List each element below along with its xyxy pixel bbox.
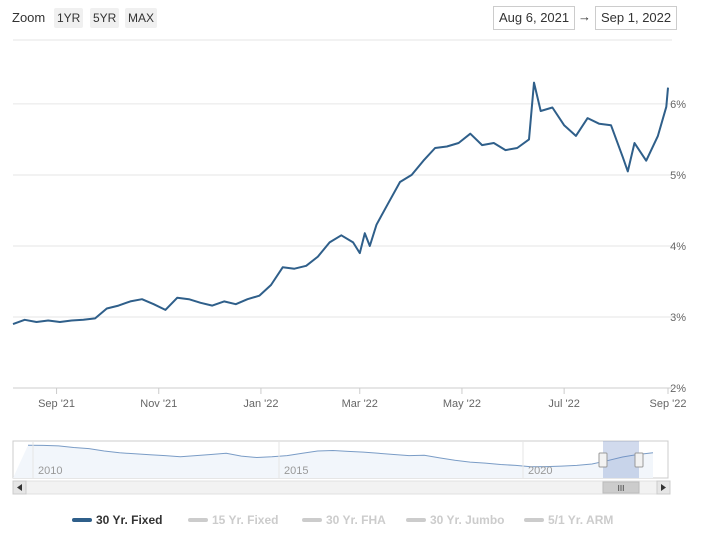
y-tick-label: 2% xyxy=(670,383,686,395)
y-axis-ticks: 2% 3% 4% 5% 6% xyxy=(670,99,686,395)
chevron-right-icon xyxy=(661,484,666,491)
chevron-left-icon xyxy=(17,484,22,491)
navigator-selection[interactable] xyxy=(603,441,639,478)
legend-label: 30 Yr. Fixed xyxy=(96,513,163,527)
date-range-arrow: → xyxy=(578,9,591,24)
x-tick-label: Sep '21 xyxy=(38,398,75,410)
zoom-label: Zoom xyxy=(12,10,46,25)
y-tick-label: 3% xyxy=(670,312,686,324)
x-tick-label: Jul '22 xyxy=(548,398,579,410)
legend-swatch xyxy=(188,518,208,522)
x-tick-label: Mar '22 xyxy=(342,398,378,410)
to-date-input[interactable]: Sep 1, 2022 xyxy=(595,6,678,30)
navigator-area xyxy=(13,445,653,478)
zoom-1yr-button[interactable]: 1YR xyxy=(54,8,84,28)
navigator-handle[interactable] xyxy=(598,452,608,468)
navigator[interactable]: 2010 2015 2020 III xyxy=(12,440,671,495)
legend-label: 5/1 Yr. ARM xyxy=(548,513,614,527)
y-tick-label: 4% xyxy=(670,241,686,253)
legend-swatch xyxy=(302,518,322,522)
x-axis-ticks: Sep '21 Nov '21 Jan '22 Mar '22 May '22 Jul '… xyxy=(38,388,686,410)
scrollbar-track[interactable] xyxy=(12,480,671,495)
y-tick-label: 6% xyxy=(670,99,686,111)
zoom-5yr-button[interactable]: 5YR xyxy=(90,8,120,28)
navigator-handle[interactable] xyxy=(634,452,644,468)
x-tick-label: Nov '21 xyxy=(140,398,177,410)
from-date-input[interactable]: Aug 6, 2021 xyxy=(493,6,576,30)
legend-label: 15 Yr. Fixed xyxy=(212,513,279,527)
scrollbar-grip: III xyxy=(618,484,625,493)
x-tick-label: May '22 xyxy=(443,398,481,410)
legend-swatch xyxy=(72,518,92,522)
scrollbar-thumb[interactable] xyxy=(602,481,640,494)
x-tick-label: Sep '22 xyxy=(650,398,687,410)
navigator-series-line xyxy=(27,444,654,468)
legend-swatch xyxy=(406,518,426,522)
series-line-30yr-fixed xyxy=(12,81,669,326)
zoom-max-button[interactable]: MAX xyxy=(125,8,158,28)
series-group xyxy=(12,81,669,326)
rate-chart: 2% 3% 4% 5% 6% Sep '21 Nov '21 Jan '22 Mar '22 M… xyxy=(12,39,686,495)
navigator-year-label: 2020 xyxy=(528,465,552,477)
grid-lines xyxy=(13,39,672,389)
navigator-year-label: 2010 xyxy=(38,465,62,477)
legend: 30 Yr. Fixed 15 Yr. Fixed 30 Yr. FHA 30 … xyxy=(0,510,705,530)
navigator-year-label: 2015 xyxy=(284,465,308,477)
legend-label: 30 Yr. FHA xyxy=(326,513,386,527)
legend-swatch xyxy=(524,518,544,522)
range-toolbar: Zoom 1YR 5YR MAX Aug 6, 2021 → Sep 1, 20… xyxy=(10,6,695,30)
legend-label: 30 Yr. Jumbo xyxy=(430,513,505,527)
x-tick-label: Jan '22 xyxy=(243,398,278,410)
y-tick-label: 5% xyxy=(670,170,686,182)
